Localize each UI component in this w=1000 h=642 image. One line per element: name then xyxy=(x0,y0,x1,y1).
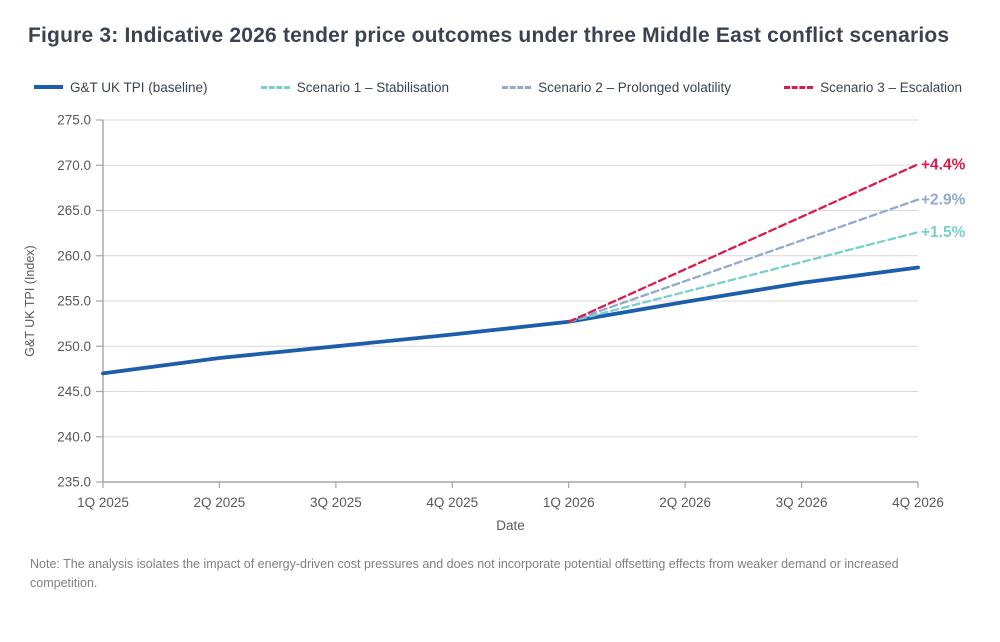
legend-item: G&T UK TPI (baseline) xyxy=(34,80,208,95)
annotation-label: +4.4% xyxy=(921,156,966,173)
y-tick-label: 250.0 xyxy=(57,338,91,353)
x-tick-label: 2Q 2025 xyxy=(194,495,246,510)
dashed-line-swatch-icon xyxy=(784,85,814,89)
x-tick-label: 4Q 2026 xyxy=(892,495,944,510)
x-tick-label: 3Q 2026 xyxy=(776,495,828,510)
x-tick-label: 3Q 2025 xyxy=(310,495,362,510)
y-tick-label: 260.0 xyxy=(57,248,91,263)
dashed-line-swatch-icon xyxy=(260,85,290,89)
annotation-label: +1.5% xyxy=(921,224,966,241)
series-line-3 xyxy=(567,162,920,323)
y-tick-label: 255.0 xyxy=(57,293,91,308)
y-tick-label: 235.0 xyxy=(57,474,91,489)
x-tick-label: 1Q 2025 xyxy=(77,495,129,510)
solid-line-swatch-icon xyxy=(34,85,63,89)
y-tick-label: 245.0 xyxy=(57,384,91,399)
series-line-0 xyxy=(101,265,920,375)
dashed-line-swatch-icon xyxy=(502,85,532,89)
legend-label: G&T UK TPI (baseline) xyxy=(70,79,208,95)
legend-label: Scenario 3 – Escalation xyxy=(820,79,962,95)
figure-note: Note: The analysis isolates the impact o… xyxy=(30,556,899,590)
x-tick-label: 1Q 2026 xyxy=(543,495,595,510)
legend-label: Scenario 1 – Stabilisation xyxy=(296,79,450,95)
y-axis-title: G&T UK TPI (Index) xyxy=(23,245,37,356)
y-tick-label: 240.0 xyxy=(57,429,91,444)
series-line-1 xyxy=(567,230,920,323)
series-line-2 xyxy=(567,197,920,323)
legend-item: Scenario 3 – Escalation xyxy=(784,80,962,95)
x-tick-label: 2Q 2026 xyxy=(659,495,711,510)
figure-page: Figure 3: Indicative 2026 tender price o… xyxy=(0,20,1000,642)
x-axis-title: Date xyxy=(496,518,525,533)
y-tick-label: 270.0 xyxy=(57,157,91,172)
legend-item: Scenario 2 – Prolonged volatility xyxy=(502,80,731,95)
tpi-line-chart: 275.0 270.0 265.0 260.0 255.0 250.0 245.0 240.0… xyxy=(23,112,966,533)
y-tick-label: 275.0 xyxy=(57,112,91,127)
x-tick-label: 4Q 2025 xyxy=(426,495,478,510)
legend-item: Scenario 1 – Stabilisation xyxy=(260,79,450,95)
chart-legend: G&T UK TPI (baseline) Scenario 1 – Stabil… xyxy=(34,80,962,95)
figure-title: Figure 3: Indicative 2026 tender price o… xyxy=(28,24,950,47)
annotation-label: +2.9% xyxy=(921,191,966,208)
legend-label: Scenario 2 – Prolonged volatility xyxy=(538,79,732,95)
y-tick-label: 265.0 xyxy=(57,203,91,218)
